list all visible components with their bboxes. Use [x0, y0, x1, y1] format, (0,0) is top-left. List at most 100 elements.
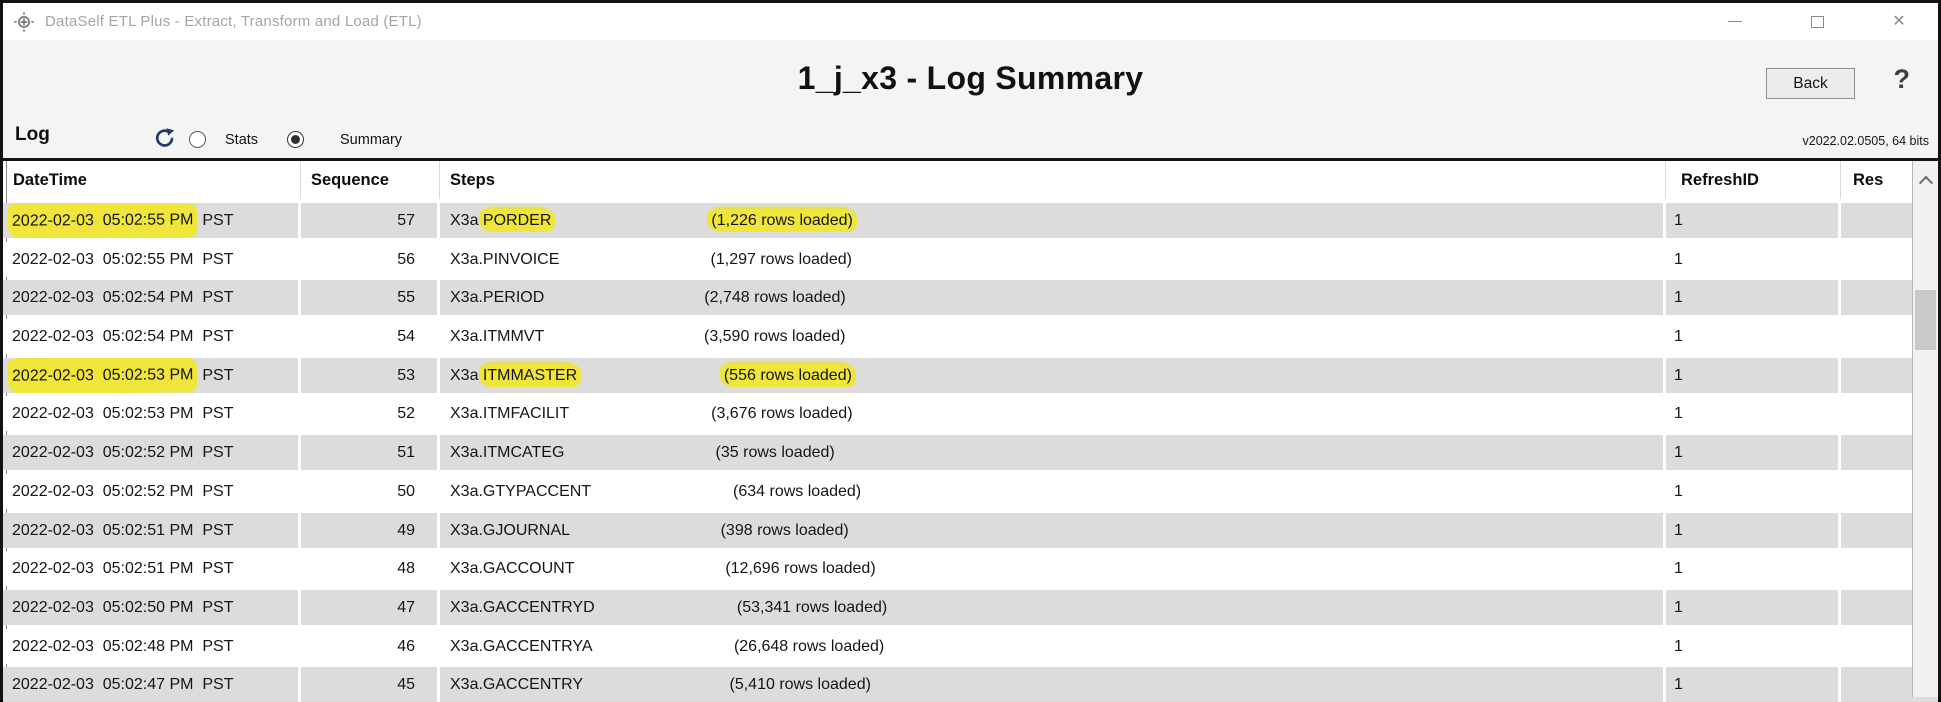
cell-sequence: 50	[301, 474, 440, 509]
step-padding	[569, 405, 711, 422]
column-header-refreshid[interactable]: RefreshID	[1666, 161, 1841, 199]
step-prefix: X3a.	[450, 367, 483, 384]
step-name: GACCENTRY	[483, 676, 583, 693]
step-name: GJOURNAL	[483, 522, 570, 539]
radio-summary[interactable]	[287, 131, 304, 148]
header: 1_j_x3 - Log Summary Back ? v2022.02.050…	[3, 40, 1938, 158]
step-prefix: X3a.	[450, 405, 483, 422]
maximize-icon	[1811, 16, 1824, 28]
vertical-scrollbar[interactable]	[1912, 161, 1938, 697]
radio-summary-label[interactable]: Summary	[340, 132, 402, 148]
table-row[interactable]: 2022-02-03 05:02:53 PM PST 53 X3a.ITMMAS…	[3, 358, 1938, 393]
datetime-value: 2022-02-03 05:02:52 PM	[12, 444, 193, 461]
table-row[interactable]: 2022-02-03 05:02:51 PM PST 48 X3a.GACCOU…	[3, 551, 1938, 586]
step-padding	[583, 676, 730, 693]
cell-datetime: 2022-02-03 05:02:51 PM PST	[3, 513, 301, 548]
datetime-value: 2022-02-03 05:02:51 PM	[12, 560, 193, 577]
timezone-value: PST	[193, 483, 233, 500]
table-body: 2022-02-03 05:02:55 PM PST 57 X3a.PORDER…	[3, 199, 1938, 702]
table-row[interactable]: 2022-02-03 05:02:48 PM PST 46 X3a.GACCEN…	[3, 629, 1938, 664]
cell-datetime: 2022-02-03 05:02:55 PM PST	[3, 242, 301, 277]
timezone-value: PST	[193, 522, 233, 539]
cell-datetime: 2022-02-03 05:02:54 PM PST	[3, 319, 301, 354]
column-header-steps[interactable]: Steps	[440, 161, 1666, 199]
timezone-value: PST	[193, 444, 233, 461]
cell-steps: X3a.GACCENTRY (5,410 rows loaded)	[440, 667, 1666, 702]
table-row[interactable]: 2022-02-03 05:02:50 PM PST 47 X3a.GACCEN…	[3, 590, 1938, 625]
timezone-value: PST	[193, 405, 233, 422]
table-row[interactable]: 2022-02-03 05:02:51 PM PST 49 X3a.GJOURN…	[3, 513, 1938, 548]
timezone-value: PST	[193, 560, 233, 577]
log-section-label: Log	[15, 124, 50, 146]
window-controls: ✕	[1722, 3, 1912, 40]
cell-datetime: 2022-02-03 05:02:51 PM PST	[3, 551, 301, 586]
radio-stats-label[interactable]: Stats	[225, 132, 258, 148]
timezone-value: PST	[193, 638, 233, 655]
table-row[interactable]: 2022-02-03 05:02:52 PM PST 51 X3a.ITMCAT…	[3, 435, 1938, 470]
cell-datetime: 2022-02-03 05:02:55 PM PST	[3, 203, 301, 238]
chevron-up-icon	[1918, 176, 1932, 190]
close-button[interactable]: ✕	[1886, 9, 1912, 35]
datetime-value: 2022-02-03 05:02:53 PM	[12, 358, 194, 393]
refresh-icon[interactable]	[153, 126, 177, 150]
cell-steps: X3a.GTYPACCENT (634 rows loaded)	[440, 474, 1666, 509]
radio-stats[interactable]	[189, 131, 206, 148]
table-row[interactable]: 2022-02-03 05:02:53 PM PST 52 X3a.ITMFAC…	[3, 396, 1938, 431]
table-row[interactable]: 2022-02-03 05:02:55 PM PST 57 X3a.PORDER…	[3, 203, 1938, 238]
cell-sequence: 47	[301, 590, 440, 625]
column-header-datetime[interactable]: DateTime	[3, 161, 301, 199]
step-padding	[544, 328, 704, 345]
cell-sequence: 45	[301, 667, 440, 702]
cell-datetime: 2022-02-03 05:02:48 PM PST	[3, 629, 301, 664]
rows-loaded-value: (26,648 rows loaded)	[734, 638, 884, 655]
maximize-button[interactable]	[1804, 9, 1830, 35]
rows-loaded-value: (53,341 rows loaded)	[737, 599, 887, 616]
step-padding	[591, 483, 733, 500]
rows-loaded-value: (3,676 rows loaded)	[711, 405, 852, 422]
help-icon[interactable]: ?	[1894, 64, 1911, 95]
cell-refreshid: 1	[1666, 319, 1841, 354]
step-name: GACCENTRYD	[483, 599, 595, 616]
page-title: 1_j_x3 - Log Summary	[3, 60, 1938, 97]
minimize-icon	[1728, 21, 1742, 22]
step-padding	[569, 522, 720, 539]
cell-refreshid: 1	[1666, 590, 1841, 625]
table-row[interactable]: 2022-02-03 05:02:52 PM PST 50 X3a.GTYPAC…	[3, 474, 1938, 509]
cell-datetime: 2022-02-03 05:02:52 PM PST	[3, 474, 301, 509]
timezone-value: PST	[193, 676, 233, 693]
column-header-sequence[interactable]: Sequence	[301, 161, 440, 199]
step-padding	[592, 638, 734, 655]
table-row[interactable]: 2022-02-03 05:02:54 PM PST 55 X3a.PERIOD…	[3, 280, 1938, 315]
cell-sequence: 54	[301, 319, 440, 354]
datetime-value: 2022-02-03 05:02:54 PM	[12, 328, 193, 345]
datetime-value: 2022-02-03 05:02:53 PM	[12, 405, 193, 422]
timezone-value: PST	[193, 367, 233, 384]
step-name: GTYPACCENT	[483, 483, 591, 500]
cell-steps: X3a.GACCENTRYA (26,648 rows loaded)	[440, 629, 1666, 664]
rows-loaded-value: (2,748 rows loaded)	[704, 289, 845, 306]
version-label: v2022.02.0505, 64 bits	[1803, 134, 1930, 148]
cell-datetime: 2022-02-03 05:02:52 PM PST	[3, 435, 301, 470]
window-title: DataSelf ETL Plus - Extract, Transform a…	[45, 13, 422, 30]
timezone-value: PST	[193, 289, 233, 306]
minimize-button[interactable]	[1722, 9, 1748, 35]
back-button[interactable]: Back	[1766, 68, 1855, 99]
table-row[interactable]: 2022-02-03 05:02:47 PM PST 45 X3a.GACCEN…	[3, 667, 1938, 702]
step-padding	[544, 289, 704, 306]
cell-refreshid: 1	[1666, 551, 1841, 586]
cell-refreshid: 1	[1666, 396, 1841, 431]
cell-steps: X3a.PERIOD (2,748 rows loaded)	[440, 280, 1666, 315]
scroll-up-button[interactable]	[1913, 161, 1938, 199]
column-header-result[interactable]: Res	[1841, 161, 1912, 199]
table-row[interactable]: 2022-02-03 05:02:54 PM PST 54 X3a.ITMMVT…	[3, 319, 1938, 354]
step-prefix: X3a.	[450, 560, 483, 577]
step-padding	[564, 444, 715, 461]
datetime-value: 2022-02-03 05:02:47 PM	[12, 676, 193, 693]
cell-refreshid: 1	[1666, 629, 1841, 664]
cell-datetime: 2022-02-03 05:02:50 PM PST	[3, 590, 301, 625]
step-prefix: X3a.	[450, 522, 483, 539]
scrollbar-thumb[interactable]	[1915, 290, 1936, 350]
table-row[interactable]: 2022-02-03 05:02:55 PM PST 56 X3a.PINVOI…	[3, 242, 1938, 277]
step-name: ITMMASTER	[483, 364, 577, 387]
